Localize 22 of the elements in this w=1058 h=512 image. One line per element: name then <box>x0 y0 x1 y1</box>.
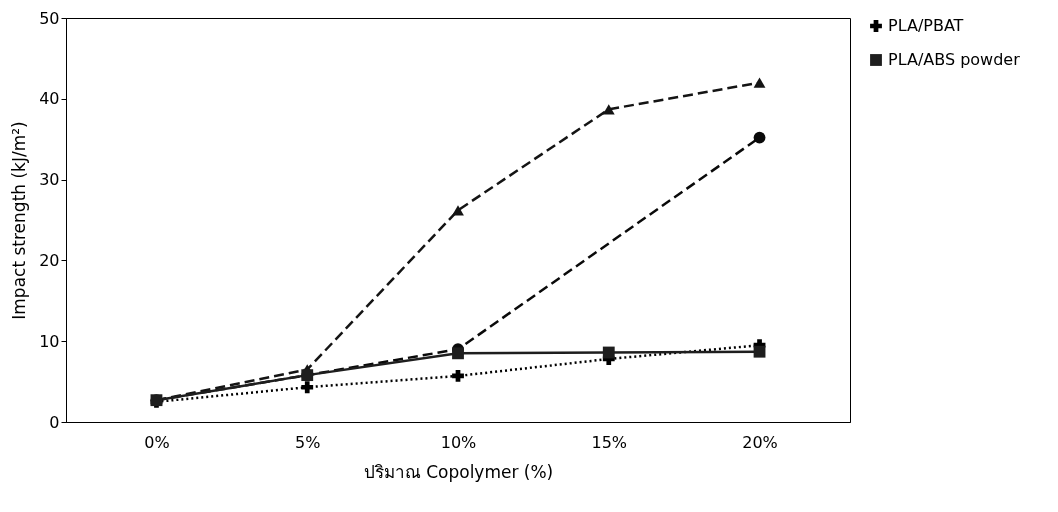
x-axis-title: ปริมาณ Copolymer (%) <box>363 461 554 482</box>
y-tick-label: 50 <box>39 8 60 28</box>
x-tick-label: 10% <box>440 432 477 452</box>
point <box>602 104 615 115</box>
point <box>602 346 615 359</box>
legend-label: PLA/PBAT <box>888 16 964 35</box>
point <box>753 77 766 88</box>
y-tick-label: 30 <box>39 170 60 190</box>
x-tick-label: 0% <box>144 432 170 452</box>
y-axis-title: Impact strength (kJ/m²) <box>9 121 30 320</box>
point <box>452 205 464 216</box>
x-tick-label: 5% <box>295 432 321 452</box>
x-tick-label: 20% <box>742 432 778 452</box>
y-tick-label: 10 <box>39 331 60 351</box>
point <box>452 347 464 360</box>
y-tick-label: 0 <box>49 412 60 432</box>
x-tick-label: 15% <box>591 432 628 452</box>
legend-label: PLA/ABS powder <box>888 50 1021 69</box>
y-tick-label: 40 <box>39 89 60 109</box>
y-tick-label: 20 <box>39 250 60 270</box>
point <box>753 345 766 358</box>
point <box>301 381 314 394</box>
